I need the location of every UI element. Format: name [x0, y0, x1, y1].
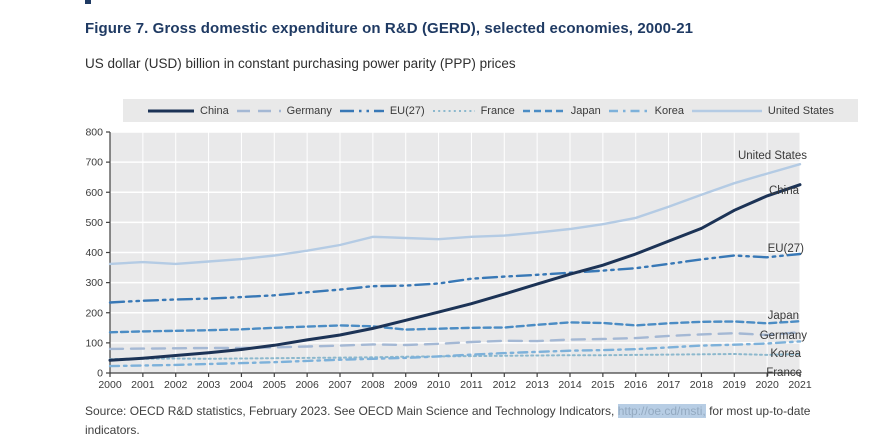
source-text-prefix: Source: OECD R&D statistics, February 20…	[85, 404, 618, 418]
series-line-germany	[108, 331, 802, 351]
series-label-eu-27: EU(27)	[768, 243, 805, 255]
series-label-germany: Germany	[760, 330, 808, 342]
legend-swatch-france-icon	[432, 109, 475, 112]
legend-item-china: China	[147, 105, 229, 117]
legend-label-korea: Korea	[654, 104, 684, 117]
x-tick-label: 2020	[755, 379, 779, 391]
page-artifact-mark	[85, 0, 91, 4]
x-tick-label: 2012	[493, 379, 517, 391]
legend-swatch-germany-icon	[236, 109, 281, 112]
legend-swatch-japan-icon	[522, 109, 565, 112]
series-line-eu-27	[108, 252, 802, 304]
x-tick-label: 2003	[197, 379, 221, 391]
x-tick-label: 2011	[460, 379, 483, 391]
series-line-korea	[108, 340, 802, 368]
y-tick-label: 100	[85, 337, 103, 349]
series-line-china	[108, 183, 802, 362]
series-label-united-states: United States	[738, 150, 807, 162]
series-line-united-states	[108, 163, 802, 266]
source-note: Source: OECD R&D statistics, February 20…	[85, 402, 863, 439]
x-tick-label: 2007	[328, 379, 352, 391]
legend-label-china: China	[200, 104, 229, 117]
y-tick-label: 700	[85, 157, 103, 169]
x-tick-label: 2008	[361, 379, 385, 391]
legend-label-eu-27: EU(27)	[389, 104, 425, 117]
series-label-france: France	[766, 367, 802, 379]
y-tick-label: 0	[97, 368, 103, 380]
legend-item-germany: Germany	[236, 105, 332, 117]
legend-label-united-states: United States	[767, 104, 834, 117]
x-tick-label: 2000	[98, 379, 122, 391]
legend-label-germany: Germany	[286, 104, 332, 117]
series-label-china: China	[769, 185, 800, 197]
y-tick-label: 300	[85, 277, 103, 289]
legend-item-eu-27: EU(27)	[339, 105, 425, 117]
legend-label-japan: Japan	[570, 104, 601, 117]
y-tick-label: 400	[85, 247, 103, 259]
legend-swatch-united-states-icon	[691, 109, 762, 112]
y-tick-label: 600	[85, 187, 103, 199]
x-tick-label: 2004	[230, 379, 254, 391]
legend-item-united-states: United States	[691, 105, 834, 117]
gerd-line-chart: 0 100 200 300 400 500 600 700 800 2000 2001 2002 200…	[85, 127, 812, 392]
x-tick-label: 2017	[657, 379, 681, 391]
figure-subtitle: US dollar (USD) billion in constant purc…	[85, 56, 516, 71]
x-tick-label: 2013	[525, 379, 549, 391]
series-label-korea: Korea	[770, 348, 801, 360]
y-tick-label: 800	[85, 127, 103, 139]
legend-item-japan: Japan	[522, 105, 601, 117]
x-tick-label: 2015	[591, 379, 615, 391]
x-tick-label: 2002	[164, 379, 188, 391]
x-tick-label: 2021	[788, 379, 812, 391]
figure-title: Figure 7. Gross domestic expenditure on …	[85, 20, 694, 37]
series-line-japan	[108, 320, 802, 334]
x-tick-label: 2001	[131, 379, 155, 391]
series-label-japan: Japan	[768, 310, 799, 322]
x-tick-label: 2016	[624, 379, 648, 391]
y-tick-label: 500	[85, 217, 103, 229]
x-tick-label: 2010	[427, 379, 451, 391]
legend-item-france: France	[432, 105, 515, 117]
x-tick-label: 2018	[690, 379, 714, 391]
x-tick-label: 2019	[723, 379, 747, 391]
legend-swatch-korea-icon	[608, 109, 649, 112]
source-link[interactable]: http://oe.cd/msti,	[617, 404, 706, 418]
legend-item-korea: Korea	[608, 105, 684, 117]
x-tick-label: 2006	[295, 379, 319, 391]
chart-legend: China Germany EU(27) France Japan Korea …	[123, 99, 858, 122]
legend-label-france: France	[480, 104, 515, 117]
legend-swatch-china-icon	[148, 109, 194, 112]
x-tick-label: 2005	[263, 379, 287, 391]
y-tick-label: 200	[85, 307, 103, 319]
source-text-suffix: for most up-to-date indicators.	[85, 404, 811, 437]
x-tick-label: 2009	[394, 379, 418, 391]
legend-swatch-eu-27-icon	[339, 109, 384, 112]
x-tick-label: 2014	[558, 379, 582, 391]
